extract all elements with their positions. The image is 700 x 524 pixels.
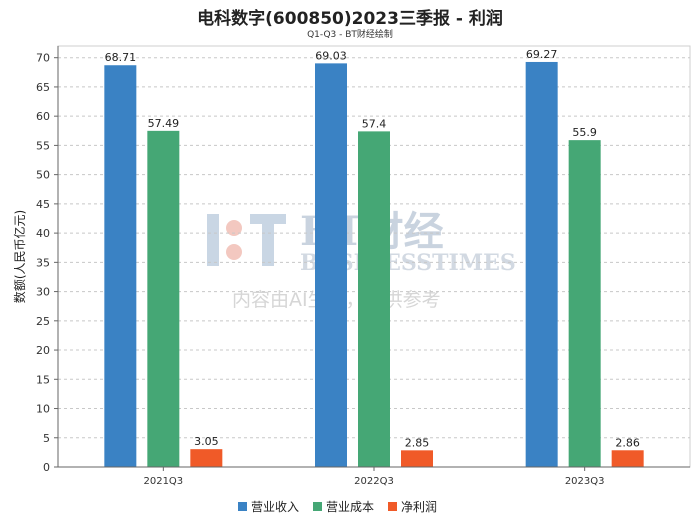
chart-subtitle: Q1-Q3 - BT财经绘制 [307,30,393,40]
data-label: 57.49 [148,117,180,130]
legend-label: 营业收入 [251,500,299,514]
data-label: 2.86 [615,436,640,449]
y-tick-label: 5 [43,432,50,445]
data-label: 2.85 [405,436,430,449]
bar [525,61,558,467]
y-tick-label: 20 [36,344,50,357]
data-label: 57.4 [362,117,387,130]
y-tick-label: 35 [36,256,50,269]
bar [358,131,390,467]
y-tick-label: 65 [36,81,50,94]
data-label: 69.03 [315,49,347,62]
legend-label: 净利润 [401,500,437,514]
legend-label: 营业成本 [326,500,374,514]
bar [104,65,137,467]
bar [611,450,644,467]
bar [190,449,223,467]
bar [401,450,433,467]
x-tick-label: 2021Q3 [143,476,183,487]
data-label: 69.27 [526,48,558,61]
y-tick-label: 0 [43,461,50,474]
y-tick-label: 25 [36,315,50,328]
chart-title: 电科数字(600850)2023三季报 - 利润 [197,9,503,29]
y-tick-label: 15 [36,373,50,386]
y-tick-label: 50 [36,169,50,182]
legend-swatch [388,502,397,511]
legend-swatch [238,502,247,511]
bar [315,63,347,468]
legend-swatch [313,502,322,511]
y-tick-label: 55 [36,139,50,152]
data-label: 55.9 [572,126,597,139]
x-tick-label: 2022Q3 [354,476,394,487]
y-tick-label: 30 [36,286,50,299]
bar [147,130,180,467]
y-axis-label: 数额(人民币亿元) [12,210,27,303]
bar [568,140,601,468]
y-tick-label: 40 [36,227,50,240]
y-tick-label: 10 [36,403,50,416]
y-tick-label: 70 [36,52,50,65]
y-tick-label: 45 [36,198,50,211]
x-tick-label: 2023Q3 [565,476,605,487]
bt-logo-icon [207,214,286,266]
data-label: 68.71 [105,51,137,64]
data-label: 3.05 [194,435,219,448]
y-tick-label: 60 [36,110,50,123]
